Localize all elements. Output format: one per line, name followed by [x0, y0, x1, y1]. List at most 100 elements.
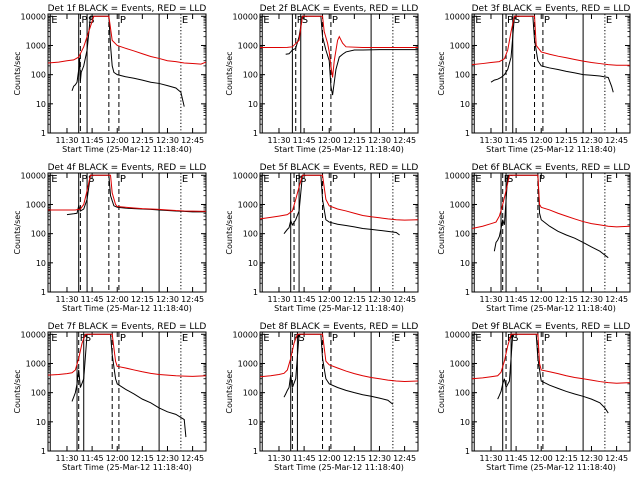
series-events-line	[71, 15, 185, 107]
y-tick-label: 10000	[21, 171, 46, 180]
marker-label: P	[80, 333, 86, 344]
x-tick-label: 11:45	[505, 295, 528, 304]
x-tick-label: 11:45	[293, 295, 316, 304]
y-tick-label: 10	[248, 100, 258, 109]
series-events-line	[283, 174, 400, 236]
marker-label: P	[120, 174, 126, 185]
y-tick-label: 1000	[450, 41, 470, 50]
marker-label: E	[606, 333, 612, 344]
x-axis-label: Start Time (25-Mar-12 11:18:40)	[62, 304, 192, 313]
x-tick-label: 11:45	[293, 454, 316, 463]
y-tick-label: 1000	[26, 359, 46, 368]
marker-label: P	[539, 174, 545, 185]
x-tick-label: 12:15	[131, 454, 154, 463]
marker-label: E	[182, 333, 188, 344]
y-tick-label: 1000	[26, 200, 46, 209]
x-tick-label: 12:15	[555, 295, 578, 304]
marker-label: E	[475, 333, 481, 344]
panel-det-8: 1 10 100 1000 10000 11:30 11:45 12:00 12:15 12:30…	[225, 322, 419, 472]
series-events-line	[493, 174, 609, 259]
series-lld-line	[260, 174, 418, 221]
x-tick-label: 12:00	[106, 454, 129, 463]
plot-frame	[471, 172, 631, 293]
marker-label: E	[394, 333, 400, 344]
marker-label: E	[182, 15, 188, 26]
x-tick-label: 12:30	[580, 136, 603, 145]
x-axis-label: Start Time (25-Mar-12 11:18:40)	[486, 463, 616, 472]
x-tick-label: 12:45	[393, 454, 416, 463]
x-axis-label: Start Time (25-Mar-12 11:18:40)	[274, 304, 404, 313]
marker-label: E	[475, 174, 481, 185]
marker-label: P	[504, 174, 510, 185]
marker-label: P	[120, 333, 126, 344]
y-tick-label: 1	[253, 288, 258, 297]
marker-label: P	[544, 15, 550, 26]
x-tick-label: 11:45	[81, 454, 104, 463]
plot-frame	[47, 172, 207, 293]
y-tick-label: 10	[36, 418, 46, 427]
x-tick-label: 11:30	[267, 136, 290, 145]
marker-label: E	[51, 333, 57, 344]
series-lld-line	[472, 15, 630, 66]
series-events-line	[71, 333, 187, 438]
x-tick-label: 12:00	[106, 295, 129, 304]
series-events-line	[490, 15, 614, 93]
x-tick-label: 12:00	[530, 136, 553, 145]
x-tick-label: 12:00	[530, 295, 553, 304]
marker-label: S	[302, 15, 308, 26]
x-tick-label: 11:30	[479, 295, 502, 304]
y-axis-label: Counts/sec	[13, 369, 22, 413]
x-tick-label: 11:30	[479, 136, 502, 145]
x-tick-label: 12:15	[131, 295, 154, 304]
y-tick-label: 1	[465, 447, 470, 456]
x-tick-label: 12:45	[393, 136, 416, 145]
x-tick-label: 11:30	[267, 454, 290, 463]
x-tick-label: 11:30	[55, 136, 78, 145]
series-lld-line	[260, 15, 418, 78]
panel-title: Det 7f BLACK = Events, RED = LLD	[48, 322, 207, 332]
series-events-line	[285, 15, 418, 96]
y-axis-label: Counts/sec	[13, 210, 22, 254]
marker-label: P	[332, 333, 338, 344]
x-tick-label: 11:45	[293, 136, 316, 145]
plot-frame	[259, 331, 419, 452]
marker-label: E	[263, 333, 269, 344]
marker-label: E	[394, 174, 400, 185]
x-tick-label: 12:30	[156, 136, 179, 145]
marker-label: P	[293, 333, 299, 344]
plot-frame	[47, 331, 207, 452]
y-tick-label: 10000	[21, 330, 46, 339]
plot-frame	[47, 13, 207, 134]
panel-title: Det 6f BLACK = Events, RED = LLD	[472, 163, 631, 173]
marker-label: E	[182, 174, 188, 185]
x-tick-label: 12:15	[555, 136, 578, 145]
panel-det-5: 1 10 100 1000 10000 11:30 11:45 12:00 12:15 12:30…	[225, 163, 419, 313]
panel-det-4: 1 10 100 1000 10000 11:30 11:45 12:00 12:15 12:30…	[13, 163, 207, 313]
y-tick-label: 100	[31, 389, 46, 398]
y-tick-label: 10	[460, 259, 470, 268]
marker-label: E	[394, 15, 400, 26]
y-axis-label: Counts/sec	[437, 51, 446, 95]
x-tick-label: 12:30	[156, 295, 179, 304]
x-tick-label: 12:30	[368, 136, 391, 145]
x-axis-label: Start Time (25-Mar-12 11:18:40)	[62, 145, 192, 154]
series-lld-line	[48, 333, 206, 377]
y-axis-label: Counts/sec	[225, 210, 234, 254]
marker-label: S	[514, 15, 520, 26]
y-tick-label: 1	[465, 129, 470, 138]
x-tick-label: 12:30	[156, 454, 179, 463]
x-tick-label: 12:15	[343, 136, 366, 145]
series-events-line	[497, 333, 609, 414]
x-tick-label: 11:45	[81, 295, 104, 304]
panel-title: Det 4f BLACK = Events, RED = LLD	[48, 163, 207, 173]
marker-label: E	[606, 174, 612, 185]
x-axis-label: Start Time (25-Mar-12 11:18:40)	[486, 304, 616, 313]
panel-det-9: 1 10 100 1000 10000 11:30 11:45 12:00 12:15 12:30…	[437, 322, 631, 472]
y-tick-label: 10000	[233, 12, 258, 21]
plot-frame	[471, 13, 631, 134]
x-tick-label: 12:00	[318, 136, 341, 145]
panel-title: Det 2f BLACK = Events, RED = LLD	[260, 4, 419, 14]
y-tick-label: 1000	[26, 41, 46, 50]
series-lld-line	[48, 174, 206, 212]
y-tick-label: 100	[31, 71, 46, 80]
